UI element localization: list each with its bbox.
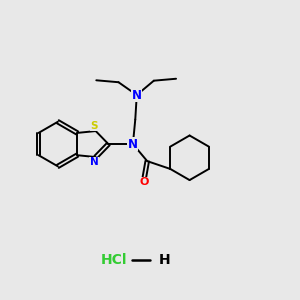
Text: O: O xyxy=(139,177,148,187)
Text: N: N xyxy=(132,88,142,101)
Text: S: S xyxy=(91,121,98,131)
Text: N: N xyxy=(128,138,138,151)
Text: N: N xyxy=(90,158,99,167)
Text: HCl: HCl xyxy=(101,253,128,267)
Text: H: H xyxy=(159,253,171,267)
